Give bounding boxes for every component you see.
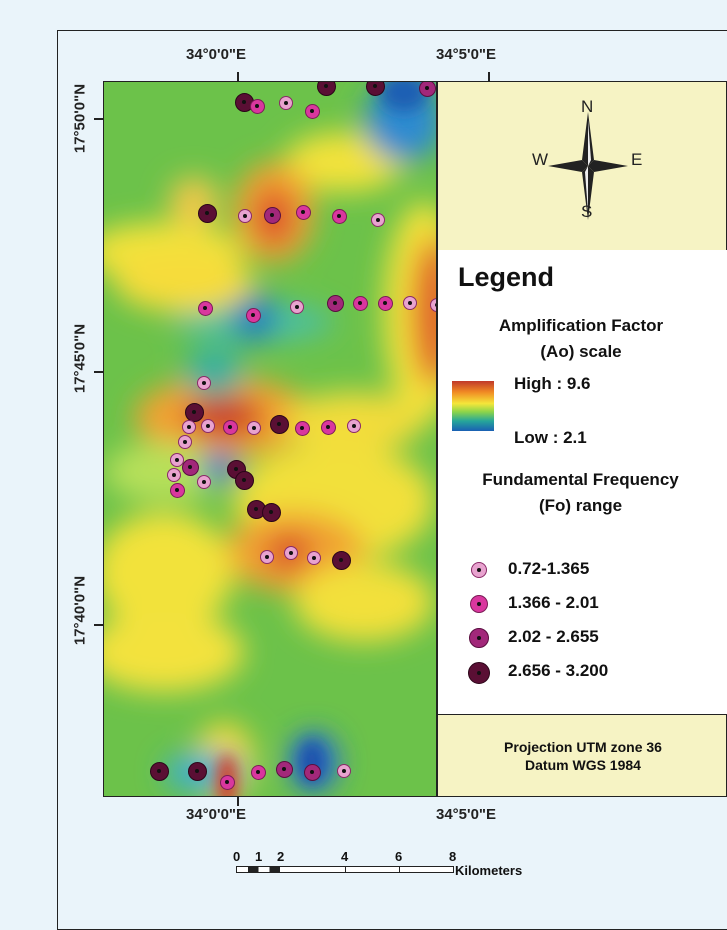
legend-title: Legend (458, 262, 555, 292)
station-point (331, 208, 347, 224)
scale-tick-1: 1 (255, 849, 263, 864)
station-point (316, 82, 336, 96)
station-point (365, 82, 385, 96)
scale-bar-graphic (236, 866, 454, 873)
scale-tick-8: 8 (449, 849, 457, 864)
station-point (269, 414, 289, 434)
amplification-raster-map (103, 81, 437, 797)
station-point (187, 761, 207, 781)
station-point (331, 550, 351, 570)
compass-e: E (631, 150, 643, 169)
station-point (320, 419, 336, 435)
top-lon-label-2: 34°5'0"E (436, 46, 497, 63)
station-point (371, 213, 385, 227)
freq-title-line1: Fundamental Frequency (482, 470, 679, 489)
station-point (403, 296, 417, 310)
north-arrow-panel: N S W E (437, 81, 727, 251)
legend-label-class-3: 2.02 - 2.655 (508, 627, 599, 646)
tick (237, 72, 239, 81)
station-point (149, 761, 169, 781)
projection-line2: Datum WGS 1984 (525, 757, 641, 773)
station-point (219, 774, 235, 790)
freq-title-line2: (Fo) range (538, 496, 623, 515)
station-point (430, 298, 436, 312)
bottom-lon-label-1: 34°0'0"E (186, 806, 247, 823)
station-point (197, 300, 213, 316)
scale-bar: 0 1 2 4 6 8 Kilometers (233, 849, 522, 879)
compass-icon (548, 112, 628, 220)
compass-s: S (581, 202, 593, 221)
top-lon-label-1: 34°0'0"E (186, 46, 247, 63)
amp-title-line1: Amplification Factor (498, 316, 664, 335)
station-point (245, 307, 261, 323)
legend-symbol-class-4 (468, 662, 490, 684)
scale-tick-4: 4 (341, 849, 349, 864)
bottom-lon-label-2: 34°5'0"E (436, 806, 497, 823)
lat-label-1: 17°50'0"N (71, 83, 89, 154)
legend-symbol-class-1 (471, 562, 487, 578)
station-point (263, 206, 281, 224)
legend-symbol-class-2 (470, 595, 488, 613)
station-point (284, 546, 298, 560)
station-point (249, 98, 265, 114)
station-point (197, 376, 211, 390)
tick (94, 118, 103, 120)
scale-tick-0: 0 (233, 849, 241, 864)
scale-tick-6: 6 (395, 849, 403, 864)
legend-label-class-2: 1.366 - 2.01 (508, 593, 599, 612)
legend-label-class-1: 0.72-1.365 (508, 559, 590, 578)
station-point (234, 470, 254, 490)
station-point (295, 204, 311, 220)
tick (94, 371, 103, 373)
station-point (184, 402, 204, 422)
station-point (352, 295, 368, 311)
station-point (326, 294, 344, 312)
scale-tick-2: 2 (277, 849, 285, 864)
station-point (181, 458, 199, 476)
legend-label-class-4: 2.656 - 3.200 (508, 661, 609, 680)
station-point (170, 453, 184, 467)
station-point (260, 550, 274, 564)
raster-svg (104, 82, 436, 796)
station-point (294, 420, 310, 436)
station-point (304, 103, 320, 119)
legend-symbol-class-3 (469, 628, 489, 648)
scale-unit-label: Kilometers (455, 863, 523, 878)
legend-panel: Legend Amplification Factor (Ao) scale H… (437, 250, 727, 715)
station-point (418, 82, 436, 97)
projection-line1: Projection UTM zone 36 (504, 739, 662, 755)
station-point (197, 475, 211, 489)
station-point (307, 551, 321, 565)
lat-label-3: 17°40'0"N (71, 575, 89, 646)
station-point (279, 96, 293, 110)
tick (94, 624, 103, 626)
station-point (337, 764, 351, 778)
amp-title-line2: (Ao) scale (540, 342, 622, 361)
compass-w: W (532, 150, 549, 169)
station-point (250, 764, 266, 780)
station-point (377, 295, 393, 311)
station-point (347, 419, 361, 433)
tick (488, 72, 490, 81)
station-point (178, 435, 192, 449)
station-point (247, 421, 261, 435)
amp-high-label: High : 9.6 (514, 374, 591, 393)
station-point (201, 419, 215, 433)
station-point (167, 468, 181, 482)
amp-low-label: Low : 2.1 (514, 428, 587, 447)
station-point (222, 419, 238, 435)
station-point (197, 203, 217, 223)
station-point (275, 760, 293, 778)
station-point (182, 420, 196, 434)
tick (237, 797, 239, 806)
amplification-color-ramp (452, 381, 494, 431)
station-point (169, 482, 185, 498)
compass-n: N (581, 97, 594, 116)
projection-panel: Projection UTM zone 36 Datum WGS 1984 (437, 714, 727, 797)
station-point (238, 209, 252, 223)
station-point (290, 300, 304, 314)
lat-label-2: 17°45'0"N (71, 323, 89, 394)
station-point (303, 763, 321, 781)
station-point (261, 502, 281, 522)
